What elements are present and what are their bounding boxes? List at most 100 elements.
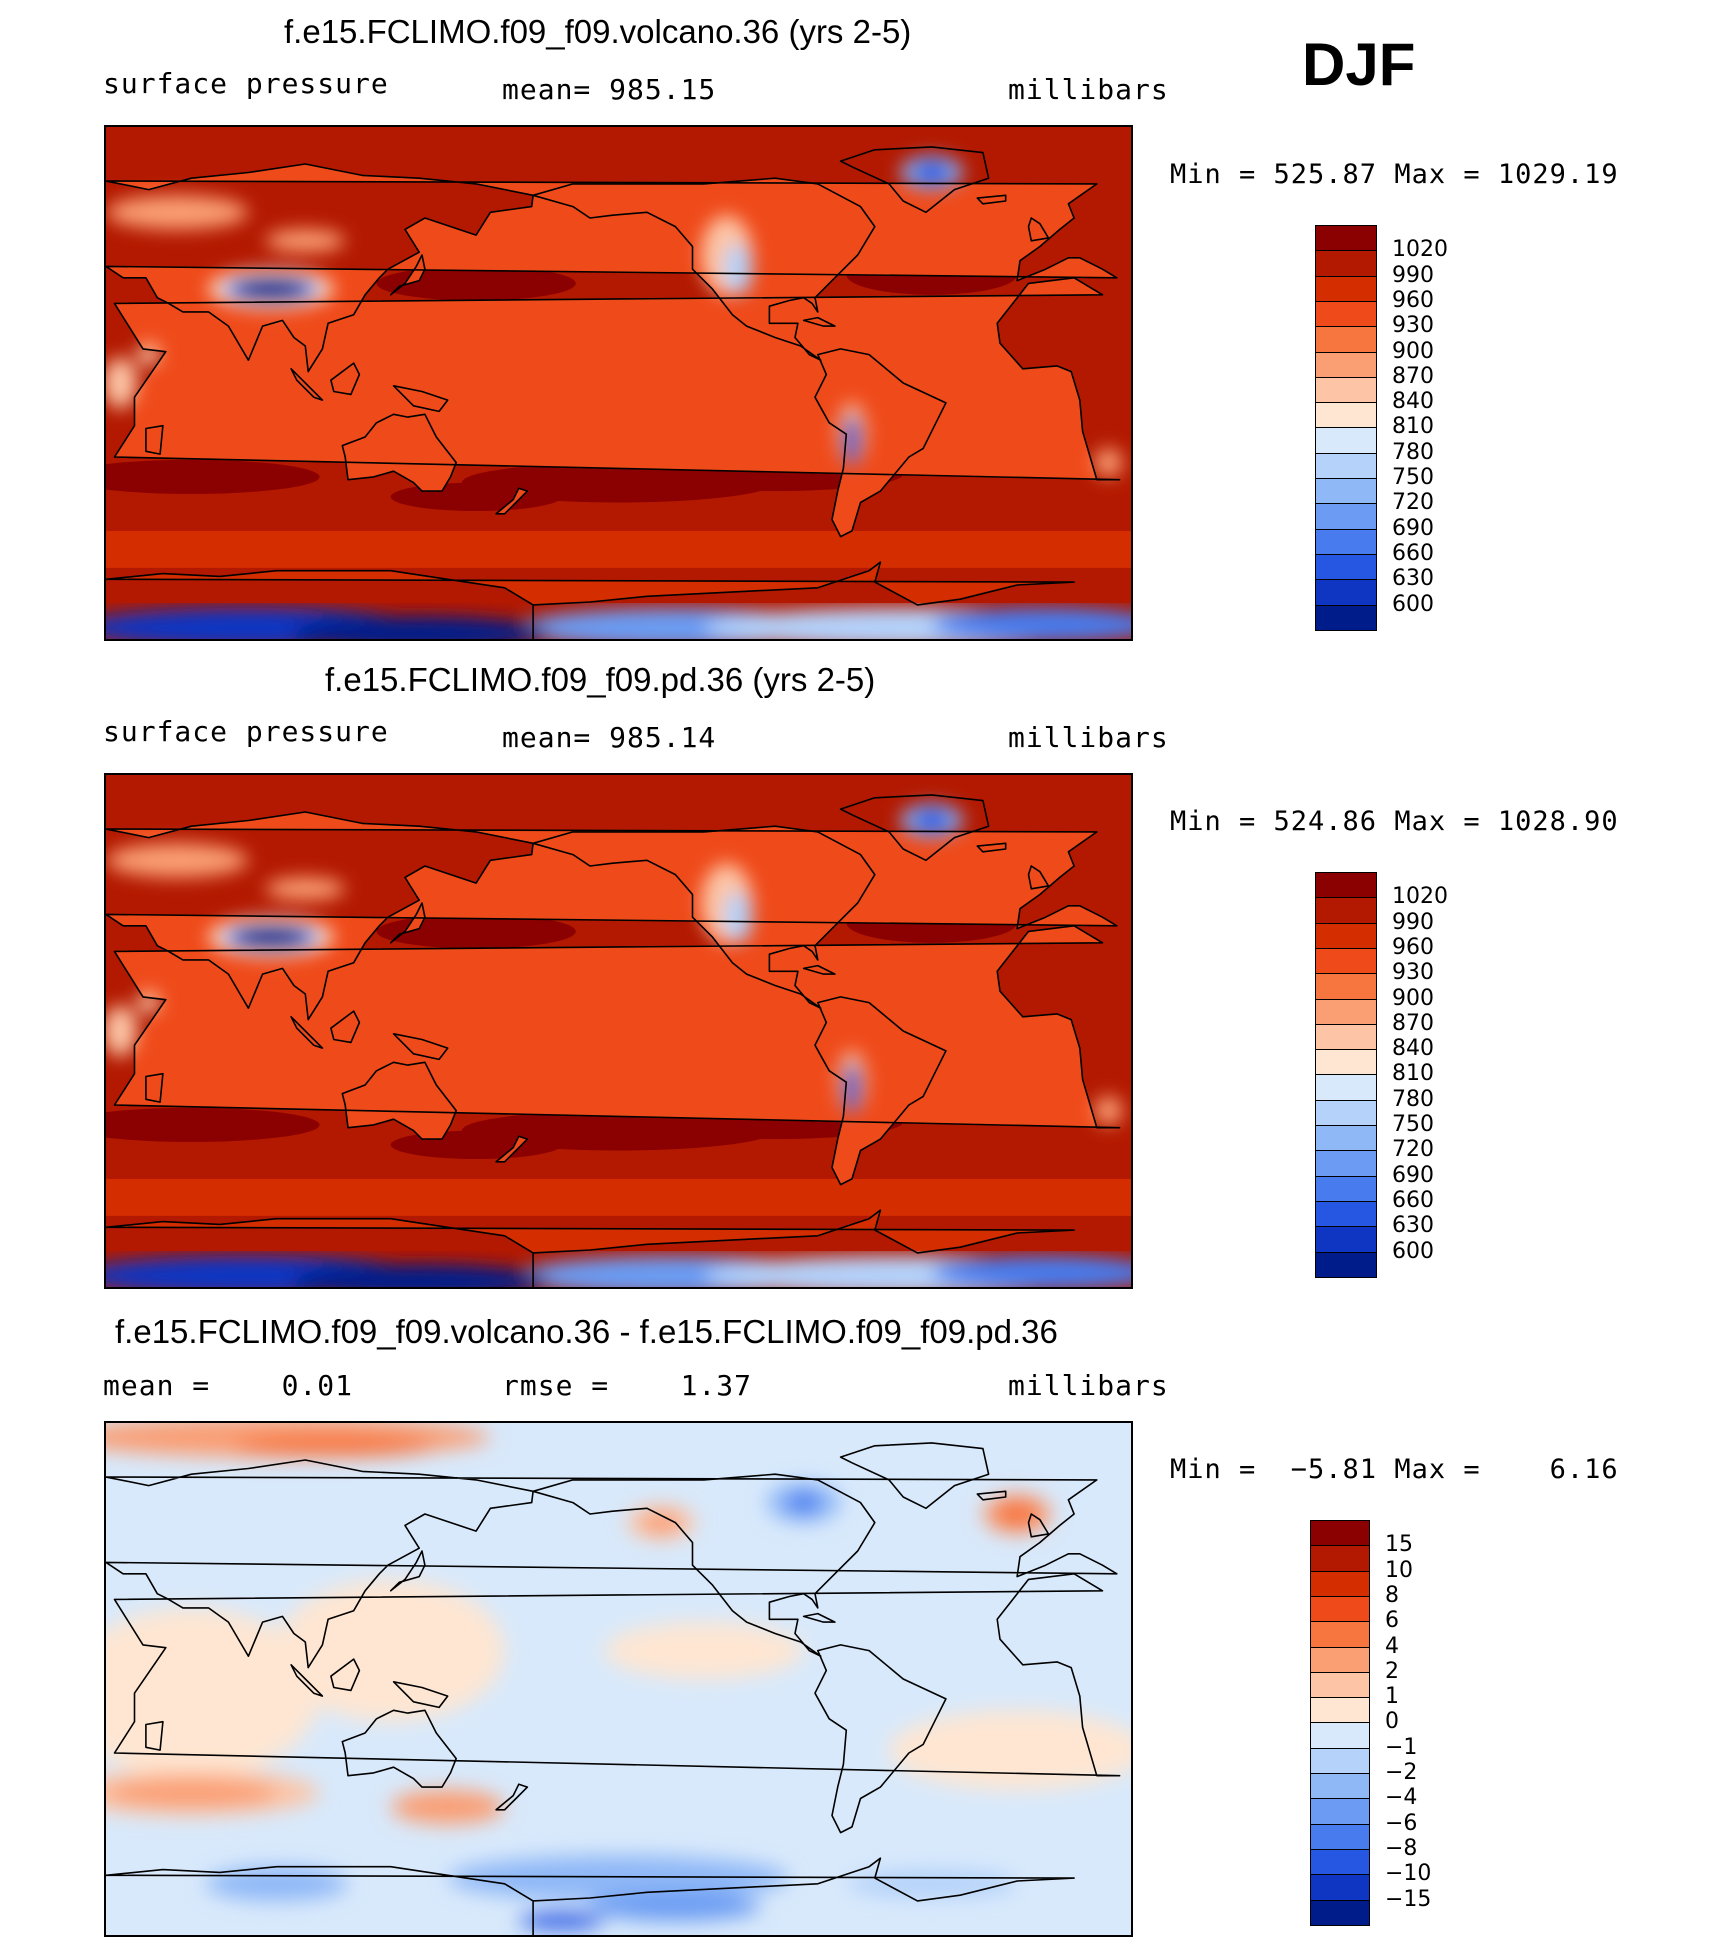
topography-blob: [723, 243, 753, 295]
land-fill: [803, 965, 835, 975]
colorbar-swatch: [1315, 351, 1377, 379]
anomaly-blob: [786, 1491, 821, 1515]
colorbar-swatch: [1315, 275, 1377, 303]
colorbar-swatch: [1315, 402, 1377, 429]
coastline: [392, 1681, 449, 1709]
high-pressure-cell: [390, 1130, 562, 1159]
topography-blob: [911, 161, 952, 184]
colorbar-swatch: [1315, 872, 1377, 899]
ice-plateau: [291, 1264, 548, 1287]
colorbar-swatch: [1310, 1595, 1370, 1623]
anomaly-blob: [604, 1622, 804, 1679]
anomaly-blob: [106, 1607, 320, 1779]
anomaly-blob: [390, 1789, 505, 1825]
colorbar-swatch: [1315, 225, 1377, 252]
anomaly-blob: [994, 1499, 1040, 1529]
land-fill: [1028, 218, 1049, 241]
colorbar-label: 900: [1392, 338, 1434, 364]
land-fill: [390, 255, 425, 295]
colorbar-swatch: [1315, 922, 1377, 950]
coastline: [145, 1072, 164, 1103]
colorbar-swatch: [1310, 1773, 1370, 1800]
topography-layer: [106, 803, 1123, 1125]
coastline: [106, 811, 1118, 1021]
season-label: DJF: [1302, 31, 1416, 98]
colorbar-label: 930: [1392, 313, 1434, 339]
colorbar-swatch: [1315, 553, 1377, 581]
coastline: [341, 1061, 457, 1140]
coastline: [1027, 217, 1050, 242]
coastline: [113, 1573, 1121, 1777]
topography-blob: [723, 891, 753, 943]
colorbar-label: 690: [1392, 1162, 1434, 1188]
colorbar-label: 960: [1392, 287, 1434, 313]
coastline: [1027, 1513, 1050, 1538]
map-difference: [104, 1421, 1133, 1937]
coastline: [976, 842, 1007, 853]
anomaly-blob: [106, 1778, 277, 1807]
colorbar-label: 750: [1392, 1112, 1434, 1137]
anomaly-layer: [106, 1423, 1131, 1930]
subpolar-band: [106, 530, 1131, 568]
colorbar-label: 630: [1392, 566, 1434, 592]
topography-blob: [843, 414, 861, 466]
colorbar-swatch: [1315, 1099, 1377, 1127]
colorbar-label: −1: [1385, 1734, 1418, 1760]
coastline: [106, 561, 1075, 639]
colorbar-label: 810: [1392, 414, 1434, 440]
colorbar-label: 600: [1392, 1238, 1434, 1264]
colorbar-label: 810: [1392, 1061, 1434, 1087]
colorbar-swatch: [1315, 452, 1377, 480]
land-layer: [106, 812, 1120, 1185]
land-fill: [815, 348, 946, 537]
colorbar-label: 8: [1385, 1582, 1399, 1608]
coastline: [106, 1857, 1075, 1935]
coastline: [495, 487, 529, 515]
coastline: [976, 1490, 1007, 1501]
colorbar-swatch: [1315, 897, 1377, 925]
coastline: [290, 1016, 324, 1049]
colorbar-swatch: [1310, 1798, 1370, 1826]
colorbar-label: 750: [1392, 465, 1434, 490]
colorbar-label: −8: [1385, 1835, 1418, 1861]
map-canvas: [106, 775, 1131, 1287]
topography-blob: [106, 357, 138, 409]
antarctic-plateau: [106, 1255, 1131, 1287]
topography-blob: [265, 877, 346, 901]
colorbar-label: 840: [1392, 389, 1434, 415]
land-fill: [803, 317, 835, 327]
coastline: [495, 1135, 529, 1163]
coastline: [814, 996, 947, 1186]
coastline: [802, 1612, 836, 1623]
rmse-label: rmse = 1.37: [502, 1369, 753, 1402]
colorbar-swatch: [1315, 998, 1377, 1026]
anomaly-blob: [447, 1855, 790, 1901]
land-fill: [330, 1011, 360, 1043]
high-pressure-cell: [106, 1107, 320, 1142]
topography-blob: [234, 925, 309, 949]
topography-blob: [1093, 448, 1123, 477]
colorbar-label: 780: [1392, 439, 1434, 465]
coastline-layer: [106, 794, 1121, 1287]
colorbar-swatch: [1315, 1023, 1377, 1051]
coastline: [330, 1658, 361, 1692]
colorbar-label: 990: [1392, 262, 1434, 288]
coastline: [532, 825, 876, 1009]
colorbar-swatch: [1315, 1125, 1377, 1152]
anomaly-blob: [889, 1710, 1131, 1790]
coastline: [290, 1664, 324, 1697]
land-fill: [1028, 866, 1049, 889]
colorbar-swatch: [1310, 1874, 1370, 1901]
colorbar-label: 2: [1385, 1658, 1399, 1684]
topography-blob: [106, 843, 249, 878]
colorbar-swatch: [1315, 1150, 1377, 1178]
coastline: [532, 177, 876, 361]
colorbar-swatch: [1310, 1520, 1370, 1547]
coastline: [839, 146, 990, 214]
colorbar-swatch: [1315, 326, 1377, 353]
colorbar-swatch: [1315, 1049, 1377, 1076]
colorbar-label: −6: [1385, 1810, 1418, 1836]
anomaly-blob: [846, 1869, 1018, 1899]
ice-plateau: [931, 607, 1131, 639]
units-label: millibars: [1008, 721, 1169, 754]
